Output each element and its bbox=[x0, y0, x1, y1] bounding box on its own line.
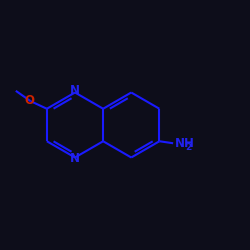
Text: O: O bbox=[25, 94, 35, 107]
Text: 2: 2 bbox=[186, 142, 192, 152]
Text: N: N bbox=[70, 152, 80, 166]
Text: N: N bbox=[70, 84, 80, 98]
Text: NH: NH bbox=[174, 137, 194, 150]
